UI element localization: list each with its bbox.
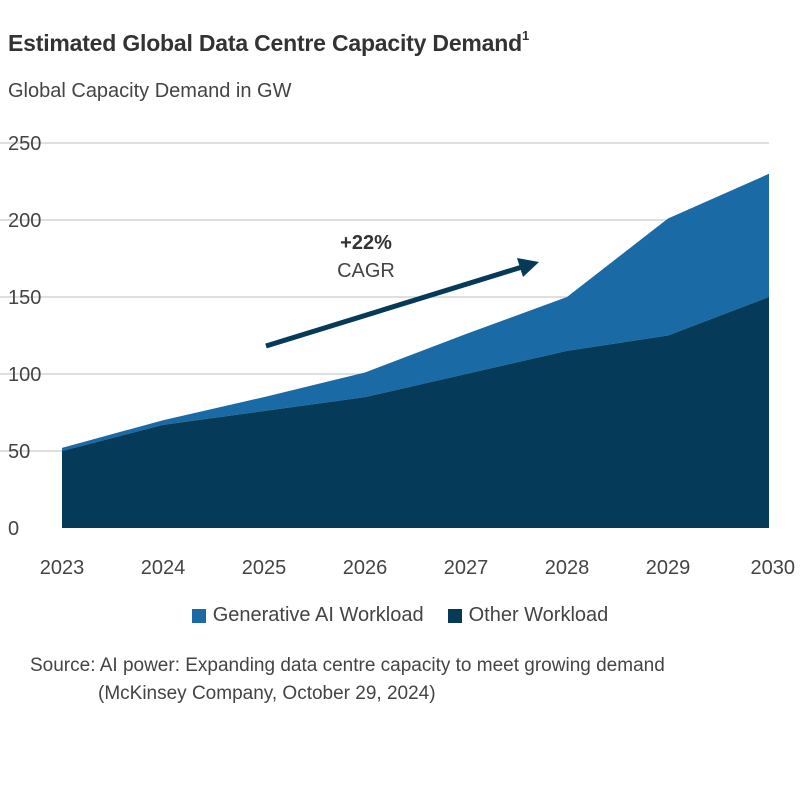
- legend: Generative AI Workload Other Workload: [0, 604, 800, 627]
- legend-swatch-generative-ai: [191, 608, 206, 623]
- y-tick-label: 0: [8, 518, 19, 540]
- chart-subtitle: Global Capacity Demand in GW: [8, 80, 292, 102]
- source-line-1: Source: AI power: Expanding data centre …: [30, 655, 665, 676]
- y-tick-label: 100: [8, 364, 41, 386]
- cagr-arrow: [265, 264, 523, 349]
- legend-swatch-other: [447, 608, 462, 623]
- chart-title: Estimated Global Data Centre Capacity De…: [8, 28, 529, 56]
- x-tick-label: 2027: [444, 557, 489, 579]
- area-generative-ai-workload: [62, 173, 769, 452]
- x-tick-label: 2028: [545, 557, 590, 579]
- title-footnote-mark: 1: [521, 28, 529, 44]
- legend-label-generative-ai: Generative AI Workload: [212, 604, 424, 626]
- area-chart: 0 50 100 150 200 250 2023 2024 2025 2026 2027 2028…: [0, 133, 795, 579]
- x-tick-label: 2025: [242, 557, 287, 579]
- y-tick-label: 200: [8, 210, 41, 232]
- x-tick-label: 2023: [40, 557, 85, 579]
- x-tick-label: 2024: [141, 557, 186, 579]
- cagr-value: +22%: [340, 232, 392, 254]
- cagr-arrow-head: [517, 258, 539, 277]
- areas: [62, 173, 769, 528]
- legend-item-other: Other Workload: [447, 604, 609, 627]
- x-tick-label: 2026: [343, 557, 388, 579]
- y-tick-label: 150: [8, 287, 41, 309]
- x-tick-label: 2030: [751, 557, 796, 579]
- source-note: Source: AI power: Expanding data centre …: [30, 652, 665, 708]
- cagr-annotation: +22% CAGR: [265, 232, 539, 349]
- y-tick-label: 250: [8, 133, 41, 155]
- x-axis-ticks: 2023 2024 2025 2026 2027 2028 2029 2030: [40, 557, 795, 579]
- source-line-2: (McKinsey Company, October 29, 2024): [98, 683, 436, 704]
- cagr-label: CAGR: [337, 260, 395, 282]
- legend-label-other: Other Workload: [468, 604, 609, 626]
- y-axis-ticks: 0 50 100 150 200 250: [8, 133, 41, 540]
- y-tick-label: 50: [8, 441, 30, 463]
- x-tick-label: 2029: [646, 557, 691, 579]
- legend-item-generative-ai: Generative AI Workload: [191, 604, 424, 627]
- area-other-workload: [62, 297, 769, 528]
